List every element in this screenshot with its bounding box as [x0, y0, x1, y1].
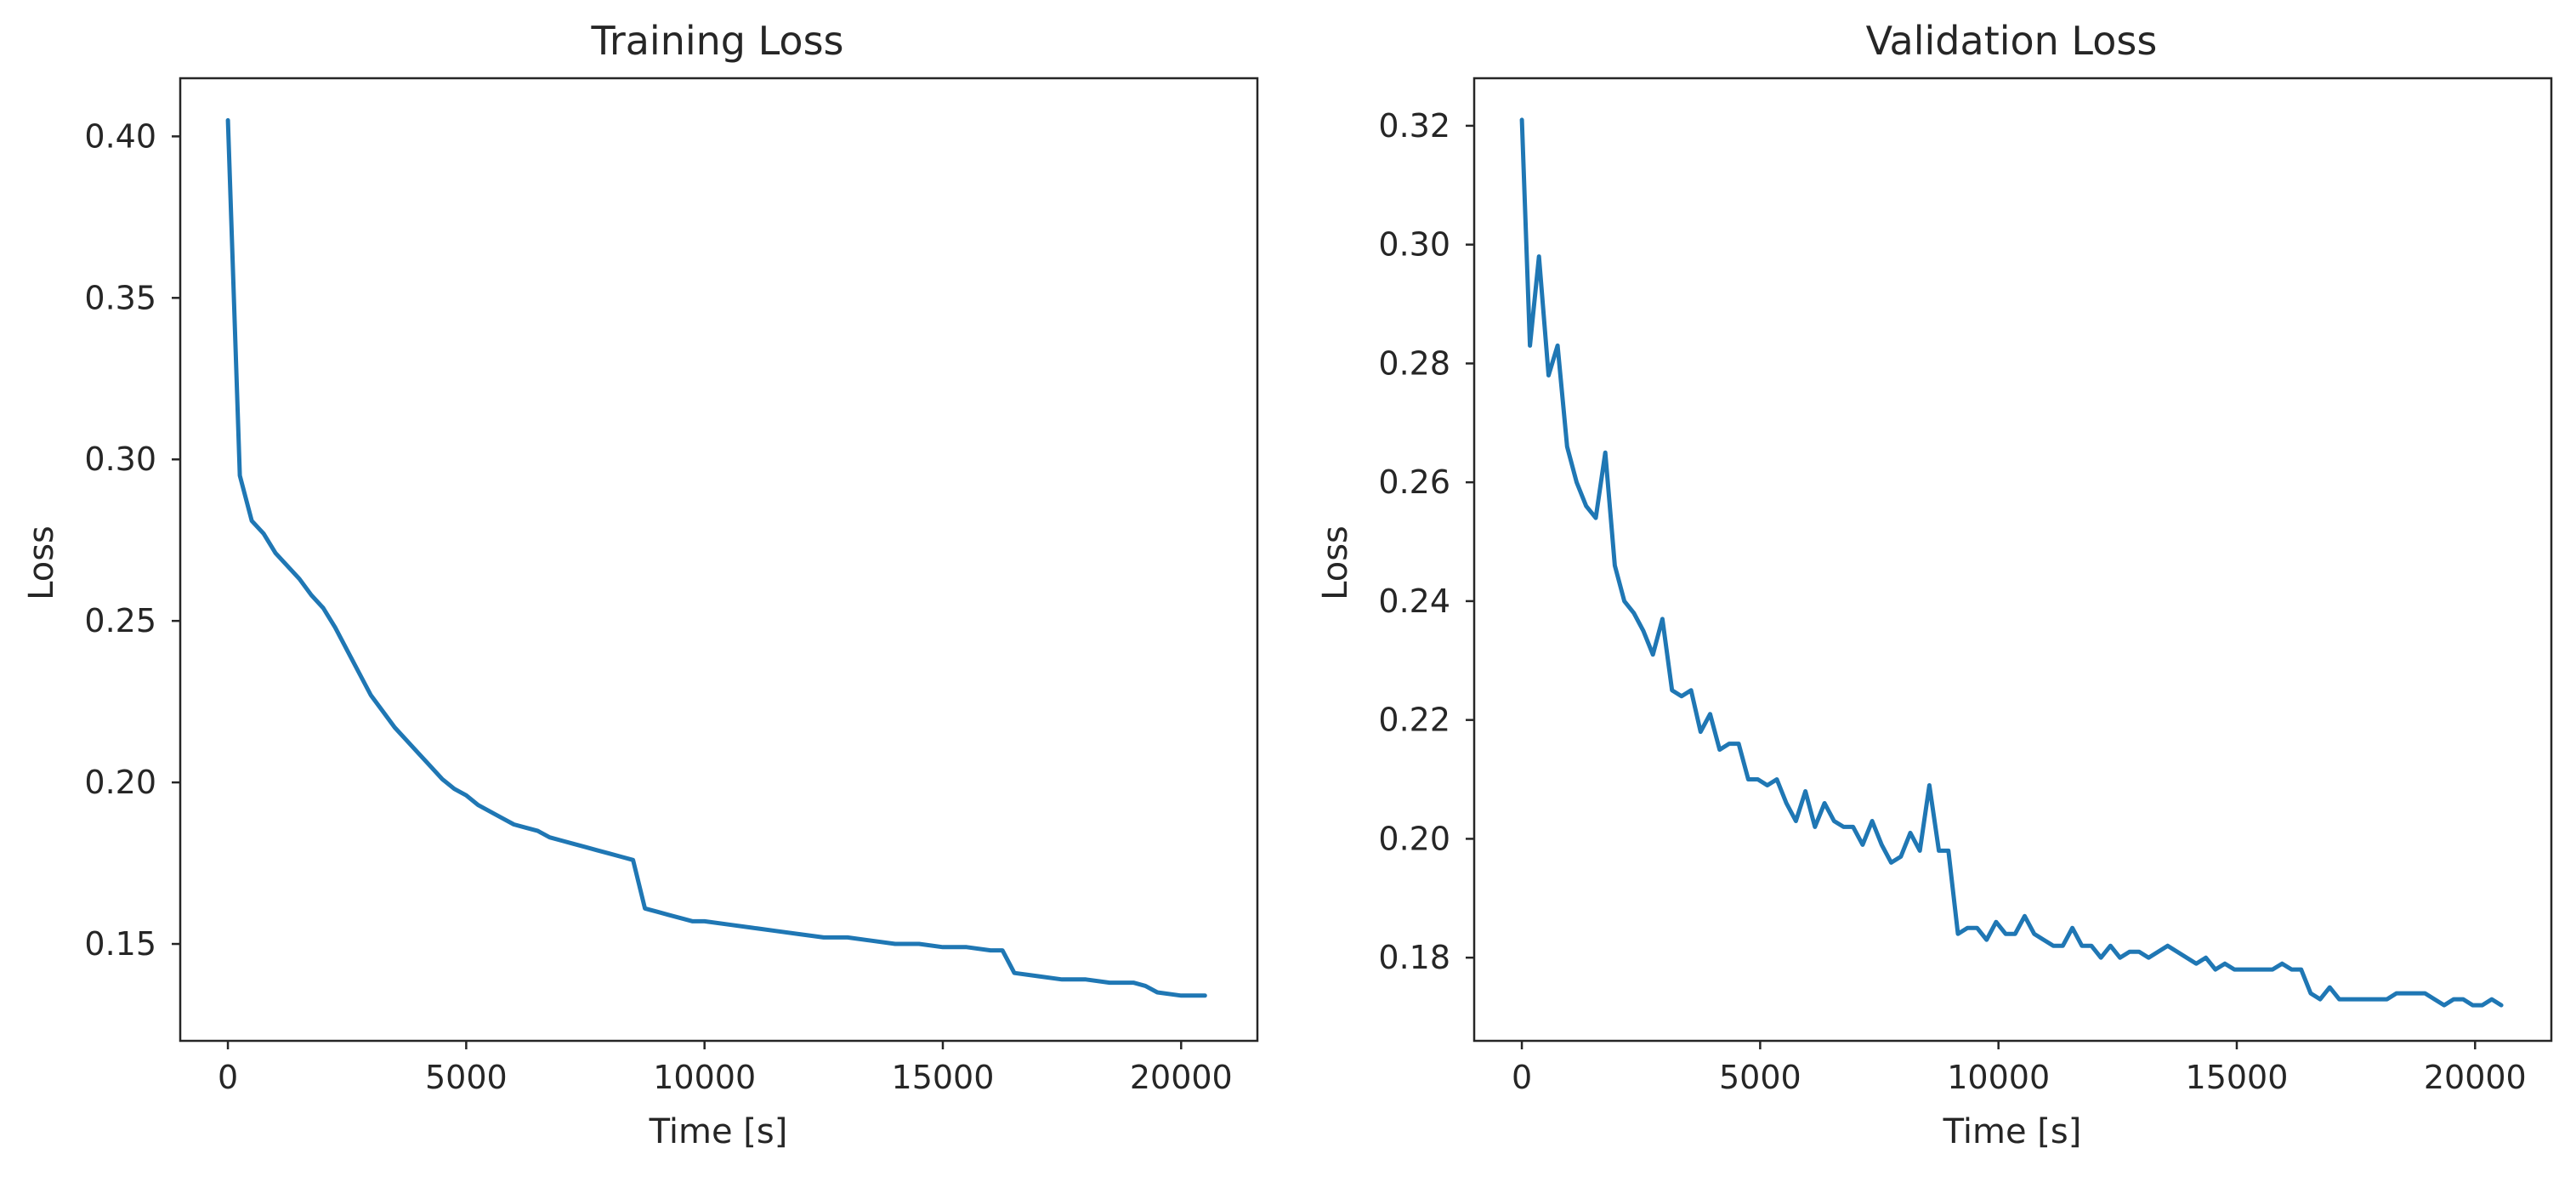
validation-loss-y-tick-label: 0.22 — [1378, 702, 1450, 739]
training-loss-y-axis-label: Loss — [22, 526, 61, 600]
validation-loss-y-tick-label: 0.18 — [1378, 939, 1450, 976]
validation-loss-panel: Validation Loss 0 5000 10000 15000 20000 0.1… — [1316, 18, 2553, 1151]
training-loss-x-tick-label: 5000 — [425, 1059, 508, 1096]
validation-loss-x-tick-label: 5000 — [1719, 1059, 1801, 1096]
validation-loss-y-tick-label: 0.30 — [1378, 226, 1450, 264]
training-loss-x-axis-label: Time [s] — [649, 1112, 788, 1151]
validation-loss-y-axis-label: Loss — [1316, 526, 1355, 600]
training-loss-y-tick-label: 0.30 — [84, 440, 156, 478]
validation-loss-x-tick-label: 10000 — [1947, 1059, 2050, 1096]
training-loss-x-tick-label: 0 — [218, 1059, 238, 1096]
training-loss-y-tick-label: 0.25 — [84, 602, 156, 639]
training-loss-panel: Training Loss 0 5000 10000 15000 20000 0.150… — [22, 18, 1259, 1151]
training-loss-y-ticks: 0.15 0.20 0.25 0.30 0.35 0.40 — [84, 117, 180, 963]
validation-loss-y-tick-label: 0.20 — [1378, 820, 1450, 857]
validation-loss-x-tick-label: 15000 — [2186, 1059, 2289, 1096]
validation-loss-series-line — [1519, 117, 2504, 1008]
validation-loss-y-tick-label: 0.26 — [1378, 463, 1450, 501]
training-loss-y-tick-label: 0.15 — [84, 925, 156, 963]
validation-loss-x-tick-label: 0 — [1512, 1059, 1532, 1096]
training-loss-x-tick-label: 20000 — [1130, 1059, 1233, 1096]
validation-loss-x-tick-label: 20000 — [2424, 1059, 2527, 1096]
training-loss-y-tick-label: 0.20 — [84, 764, 156, 801]
training-loss-title: Training Loss — [590, 18, 843, 64]
training-loss-y-tick-label: 0.35 — [84, 279, 156, 316]
validation-loss-x-axis-label: Time [s] — [1943, 1112, 2082, 1151]
training-loss-x-ticks: 0 5000 10000 15000 20000 — [218, 1041, 1233, 1096]
validation-loss-y-tick-label: 0.28 — [1378, 344, 1450, 382]
validation-loss-y-ticks: 0.18 0.20 0.22 0.24 0.26 0.28 0.30 0.32 — [1378, 107, 1474, 976]
training-loss-x-tick-label: 10000 — [653, 1059, 756, 1096]
validation-loss-y-tick-label: 0.32 — [1378, 107, 1450, 145]
validation-loss-title: Validation Loss — [1866, 18, 2158, 64]
validation-loss-x-ticks: 0 5000 10000 15000 20000 — [1512, 1041, 2527, 1096]
validation-loss-axes-frame — [1472, 77, 2553, 1043]
training-loss-series-line — [225, 117, 1207, 998]
training-loss-y-tick-label: 0.40 — [84, 117, 156, 155]
training-loss-x-tick-label: 15000 — [892, 1059, 995, 1096]
training-loss-axes-frame — [179, 77, 1259, 1043]
validation-loss-y-tick-label: 0.24 — [1378, 582, 1450, 620]
